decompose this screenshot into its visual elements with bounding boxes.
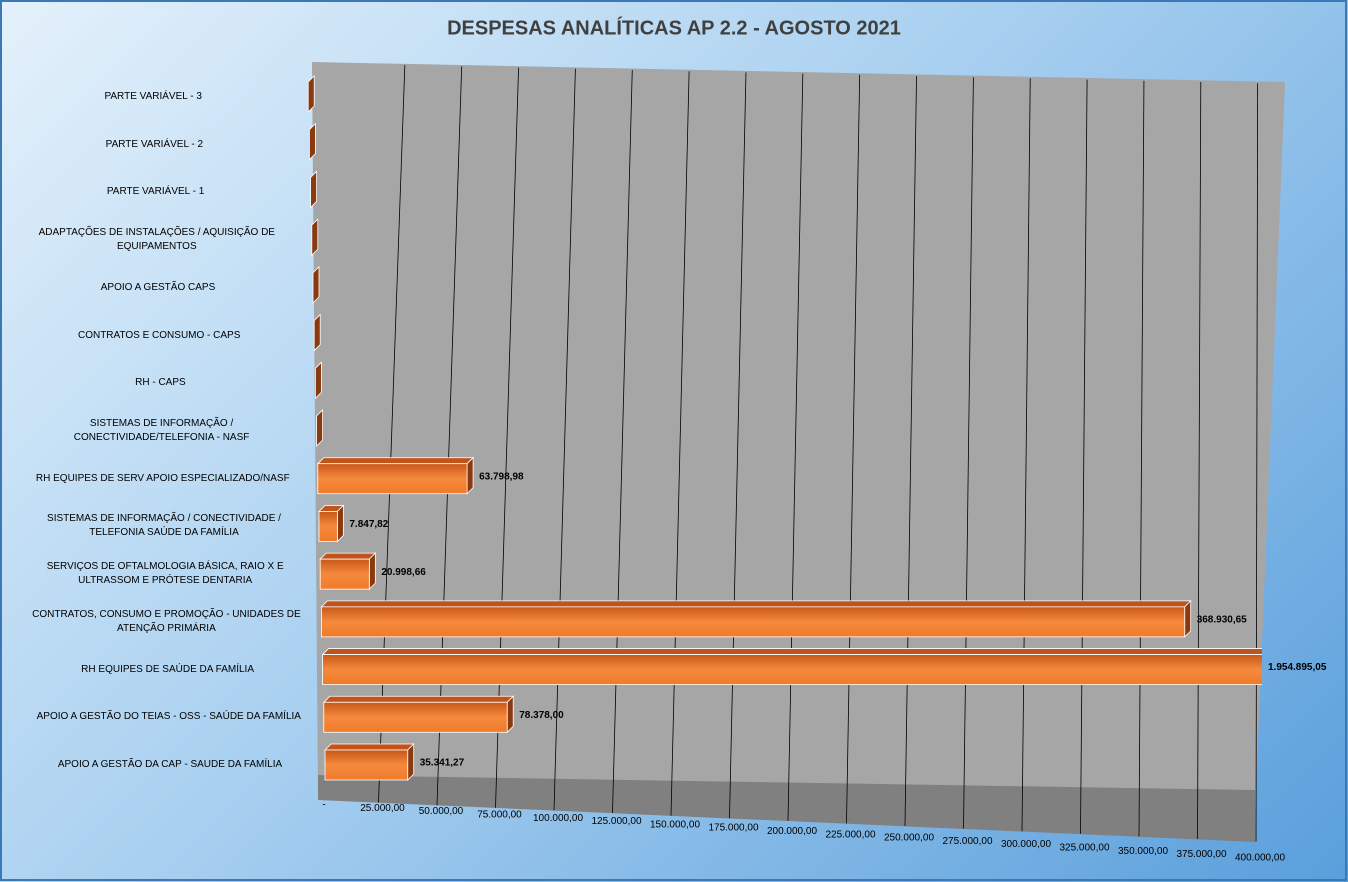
bar-top: [321, 648, 1262, 655]
bar-top: [316, 457, 475, 465]
bar-front: [323, 701, 508, 733]
bar-front: [322, 654, 1262, 685]
bar: [311, 218, 319, 257]
bar-front: [324, 749, 409, 781]
grid-line: [1021, 78, 1031, 832]
x-tick-label: -: [322, 800, 325, 811]
x-tick-label: 50.000,00: [419, 806, 464, 817]
data-label: 368.930,65: [1197, 614, 1247, 625]
bar-front: [319, 558, 370, 590]
bar-side: [307, 75, 315, 113]
y-tick-label: CONTRATOS E CONSUMO - CAPS: [77, 329, 241, 341]
grid-line: [1138, 80, 1145, 837]
grid-line: [1255, 83, 1259, 842]
grid-line: [729, 72, 747, 819]
bar: [321, 648, 1262, 685]
bar: [322, 695, 515, 734]
y-tick-label: ADAPTAÇÕES DE INSTALAÇÕES / AQUISIÇÃO DE…: [38, 227, 275, 253]
bar-side: [312, 265, 320, 304]
grid-line: [904, 75, 917, 827]
bar-side: [313, 313, 321, 352]
bar-side: [316, 409, 324, 447]
floor: [318, 775, 1255, 842]
bar-top: [319, 552, 377, 560]
data-label: 35.341,27: [420, 758, 465, 769]
x-tick-label: 150.000,00: [650, 819, 700, 830]
data-label: 20.998,66: [381, 567, 426, 578]
grid-line: [670, 71, 690, 816]
x-tick-label: 350.000,00: [1118, 846, 1168, 857]
x-tick-label: 75.000,00: [477, 810, 522, 821]
bar-side: [466, 456, 474, 495]
grid-line: [787, 73, 804, 821]
y-tick-label: SISTEMAS DE INFORMAÇÃO / CONECTIVIDADE/T…: [73, 418, 250, 443]
bar-side: [1184, 599, 1192, 638]
x-tick-label: 25.000,00: [360, 803, 405, 814]
x-tick-label: 300.000,00: [1001, 839, 1051, 850]
y-tick-label: PARTE VARIÁVEL - 1: [106, 186, 205, 198]
bar-side: [368, 552, 376, 591]
bar-top: [320, 600, 1192, 608]
data-label: 1.954.895,05: [1268, 662, 1327, 673]
x-tick-label: 125.000,00: [591, 816, 641, 827]
y-tick-label: PARTE VARIÁVEL - 2: [105, 138, 204, 150]
bar-side: [314, 361, 322, 400]
y-tick-label: SISTEMAS DE INFORMAÇÃO / CONECTIVIDADE /…: [47, 513, 281, 539]
data-label: 78.378,00: [519, 710, 564, 721]
grid-line: [553, 68, 576, 811]
x-tick-label: 250.000,00: [884, 833, 934, 844]
y-tick-label: APOIO A GESTÃO DO TEIAS - OSS - SAÚDE DA…: [36, 711, 301, 723]
grid-line: [846, 74, 861, 824]
bar: [316, 409, 324, 447]
x-tick-label: 325.000,00: [1059, 843, 1109, 854]
x-tick-label: 275.000,00: [942, 836, 992, 847]
bar: [307, 75, 315, 113]
bar-side: [336, 504, 344, 543]
y-tick-label: APOIO A GESTÃO CAPS: [100, 281, 216, 293]
x-tick-label: 200.000,00: [767, 826, 817, 837]
bar-side: [310, 170, 318, 209]
bar: [316, 456, 475, 495]
bar-top: [324, 743, 415, 751]
bar: [324, 743, 415, 781]
bar: [318, 504, 345, 543]
x-tick-label: 375.000,00: [1176, 849, 1226, 860]
bar-front: [317, 463, 468, 495]
x-tick-label: 100.000,00: [533, 813, 583, 824]
x-tick-label: 400.000,00: [1235, 852, 1285, 863]
bar: [310, 170, 318, 209]
bar: [313, 313, 321, 352]
y-tick-label: PARTE VARIÁVEL - 3: [104, 91, 202, 102]
bar-side: [407, 743, 415, 781]
data-label: 7.847,82: [349, 519, 388, 530]
bar: [308, 122, 316, 161]
bar-front: [320, 606, 1186, 638]
bar-side: [311, 218, 319, 257]
y-tick-label: CONTRATOS, CONSUMO E PROMOÇÃO - UNIDADES…: [32, 608, 301, 634]
bar: [320, 599, 1192, 638]
grid-line: [963, 77, 974, 829]
bar: [312, 265, 320, 304]
bar-front: [318, 511, 338, 542]
x-tick-label: 175.000,00: [708, 823, 758, 834]
y-tick-label: RH EQUIPES DE SAÚDE DA FAMÍLIA: [81, 663, 254, 675]
bar-side: [506, 695, 514, 734]
x-tick-label: 225.000,00: [825, 829, 875, 840]
grid-line: [1197, 81, 1202, 840]
grid-line: [612, 69, 633, 814]
y-tick-label: RH EQUIPES DE SERV APOIO ESPECIALIZADO/N…: [35, 472, 290, 484]
bar: [314, 361, 322, 400]
y-tick-label: RH - CAPS: [135, 377, 186, 389]
y-tick-label: APOIO A GESTÃO DA CAP - SAUDE DA FAMÍLIA: [57, 759, 283, 770]
bar-side: [308, 122, 316, 161]
chart-title: DESPESAS ANALÍTICAS AP 2.2 - AGOSTO 2021: [447, 16, 901, 39]
data-label: 63.798,98: [479, 471, 524, 482]
y-tick-label: SERVIÇOS DE OFTALMOLOGIA BÁSICA, RAIO X …: [46, 561, 284, 587]
bar: [319, 552, 377, 591]
grid-line: [1080, 79, 1088, 834]
bar-top: [322, 695, 515, 703]
